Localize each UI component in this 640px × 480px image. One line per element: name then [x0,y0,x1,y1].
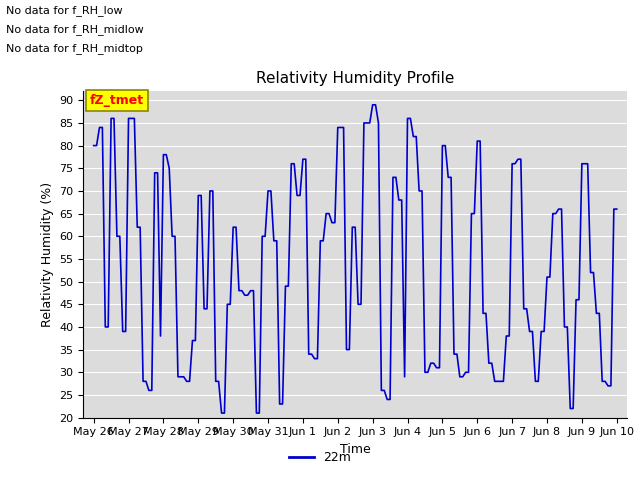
Legend: 22m: 22m [284,446,356,469]
Text: No data for f_RH_midtop: No data for f_RH_midtop [6,43,143,54]
Y-axis label: Relativity Humidity (%): Relativity Humidity (%) [41,182,54,327]
Text: fZ_tmet: fZ_tmet [90,94,144,107]
X-axis label: Time: Time [340,443,371,456]
Title: Relativity Humidity Profile: Relativity Humidity Profile [256,71,454,86]
Text: No data for f_RH_midlow: No data for f_RH_midlow [6,24,144,35]
Text: No data for f_RH_low: No data for f_RH_low [6,5,123,16]
